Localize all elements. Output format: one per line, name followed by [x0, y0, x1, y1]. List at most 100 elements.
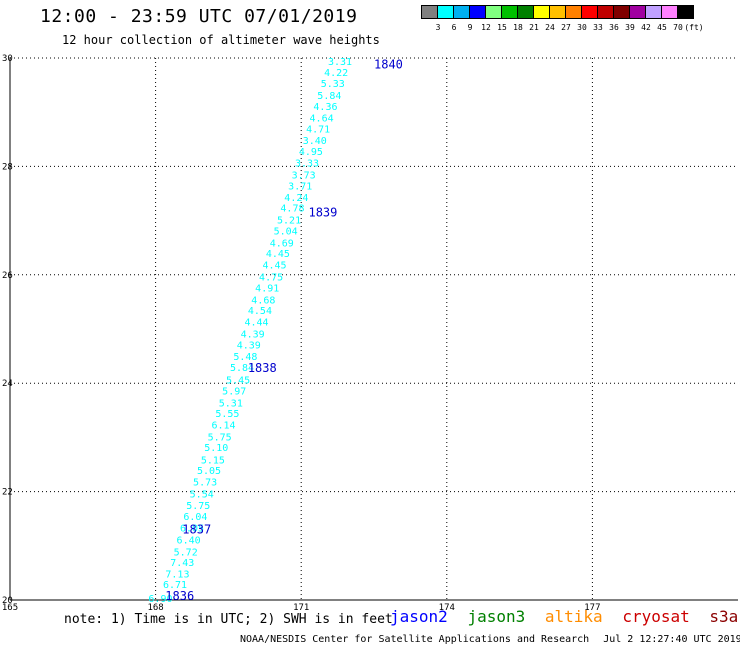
legend-label: 6: [451, 23, 457, 32]
footer-note: note: 1) Time is in UTC; 2) SWH is in fe…: [64, 612, 393, 627]
swh-point-label: 5.21: [277, 216, 301, 227]
chart-axes: 165 168 171 174 177 20 22 24 26 28 30: [2, 54, 738, 613]
swh-point-label: 5.15: [201, 456, 225, 467]
y-tick-label: 26: [2, 271, 13, 281]
x-tick-label: 177: [584, 603, 600, 613]
swh-point-label: 3.33: [295, 159, 319, 170]
swh-point-label: 7.13: [165, 570, 189, 581]
legend-label: 30: [577, 23, 587, 32]
chart-grid: [10, 57, 738, 600]
legend-label: 42: [641, 23, 651, 32]
swh-point-label: 4.39: [241, 329, 265, 340]
swh-point-label: 4.45: [266, 249, 290, 260]
swh-point-label: 5.73: [193, 477, 217, 488]
swh-point-label: 5.72: [174, 547, 198, 558]
swh-point-label: 5.10: [204, 443, 228, 454]
time-label: 1837: [182, 523, 211, 537]
legend-label: 36: [609, 23, 619, 32]
x-tick-label: 165: [2, 603, 18, 613]
time-label: 1840: [374, 58, 403, 72]
y-tick-label: 28: [2, 162, 13, 172]
mission-cryosat: cryosat: [622, 607, 690, 626]
legend-label: 45: [657, 23, 667, 32]
swh-point-label: 5.75: [208, 432, 232, 443]
legend-label: 33: [593, 23, 603, 32]
chart-title: 12:00 - 23:59 UTC 07/01/2019: [40, 6, 358, 27]
swh-point-label: 5.45: [226, 375, 250, 386]
mission-altika: altika: [544, 607, 603, 626]
swh-point-label: 4.22: [324, 68, 348, 79]
footer-credit: NOAA/NESDIS Center for Satellite Applica…: [240, 634, 740, 645]
generated-timestamp: Jul 2 12:27:40 UTC 2019: [603, 634, 740, 645]
legend-swatches: [421, 5, 694, 19]
swh-point-label: 4.44: [245, 317, 269, 328]
swh-point-label: 4.95: [299, 147, 323, 158]
x-tick-label: 171: [293, 603, 309, 613]
swh-point-label: 4.68: [251, 295, 275, 306]
swh-point-label: 5.54: [190, 489, 214, 500]
mission-s3a: s3a: [709, 607, 739, 626]
x-tick-label: 168: [147, 603, 163, 613]
legend-swatch: [677, 5, 694, 19]
swh-point-label: 4.45: [262, 261, 286, 272]
legend-label: 15: [497, 23, 507, 32]
legend-label: 3: [435, 23, 441, 32]
swh-point-label: 4.64: [310, 114, 334, 125]
swh-point-label: 4.36: [313, 102, 337, 113]
swh-point-label: 5.33: [321, 79, 345, 90]
legend-label: 39: [625, 23, 635, 32]
swh-point-label: 6.04: [183, 512, 207, 523]
legend-label: 21: [529, 23, 539, 32]
swh-point-label: 5.31: [219, 398, 243, 409]
swh-point-label: 6.40: [177, 535, 201, 546]
legend-label: 27: [561, 23, 571, 32]
swh-point-label: 4.54: [248, 306, 272, 317]
swh-point-label: 3.40: [303, 136, 327, 147]
y-tick-label: 20: [2, 596, 13, 606]
swh-point-label: 6.90: [148, 594, 172, 605]
chart-subtitle: 12 hour collection of altimeter wave hei…: [62, 33, 380, 47]
swh-point-label: 6.05: [180, 523, 204, 534]
swh-point-label: 4.75: [259, 273, 283, 284]
swh-point-label: 5.84: [317, 91, 341, 102]
time-label: 1839: [308, 205, 337, 219]
mission-jason2: jason2: [390, 607, 448, 626]
swh-point-label: 5.75: [186, 501, 210, 512]
swh-point-label: 3.31: [328, 57, 352, 68]
swh-point-label: 6.71: [163, 580, 187, 591]
legend-label: (ft): [684, 23, 704, 32]
legend-label: 24: [545, 23, 555, 32]
swh-points: 6.906.717.137.435.726.406.056.045.755.54…: [148, 57, 352, 605]
swh-point-label: 4.71: [306, 125, 330, 136]
swh-point-label: 5.97: [222, 386, 246, 397]
swh-point-label: 4.91: [255, 283, 279, 294]
time-label: 1838: [248, 361, 277, 375]
time-labels: 1836 1837 1838 1839 1840: [165, 58, 403, 603]
swh-point-label: 5.04: [274, 226, 298, 237]
legend-label: 9: [467, 23, 473, 32]
swh-point-label: 4.39: [237, 340, 261, 351]
swh-point-label: 3.71: [288, 181, 312, 192]
swh-point-label: 7.43: [170, 558, 194, 569]
swh-point-label: 5.55: [215, 409, 239, 420]
legend-label: 70: [673, 23, 683, 32]
credit-text: NOAA/NESDIS Center for Satellite Applica…: [240, 634, 590, 645]
swh-point-label: 4.78: [280, 204, 304, 215]
x-tick-label: 174: [439, 603, 455, 613]
swh-point-label: 6.14: [211, 420, 235, 431]
y-tick-label: 22: [2, 488, 13, 498]
swh-point-label: 5.48: [233, 352, 257, 363]
swh-point-label: 4.69: [270, 238, 294, 249]
legend-labels: 3 6 9 12 15 18 21 24 27 30 33 36 39 42 45 70 (ft): [422, 23, 704, 35]
legend-label: 12: [481, 23, 491, 32]
swh-point-label: 5.84: [230, 363, 254, 374]
mission-legend: jason2 jason3 altika cryosat s3a: [390, 607, 740, 626]
color-legend: 3 6 9 12 15 18 21 24 27 30 33 36 39 42 45 70 (ft): [421, 5, 704, 35]
time-label: 1836: [165, 589, 194, 603]
y-tick-label: 24: [2, 379, 13, 389]
swh-point-label: 3.73: [292, 171, 316, 182]
y-tick-label: 30: [2, 54, 13, 64]
swh-point-label: 4.24: [284, 193, 308, 204]
mission-jason3: jason3: [467, 607, 526, 626]
